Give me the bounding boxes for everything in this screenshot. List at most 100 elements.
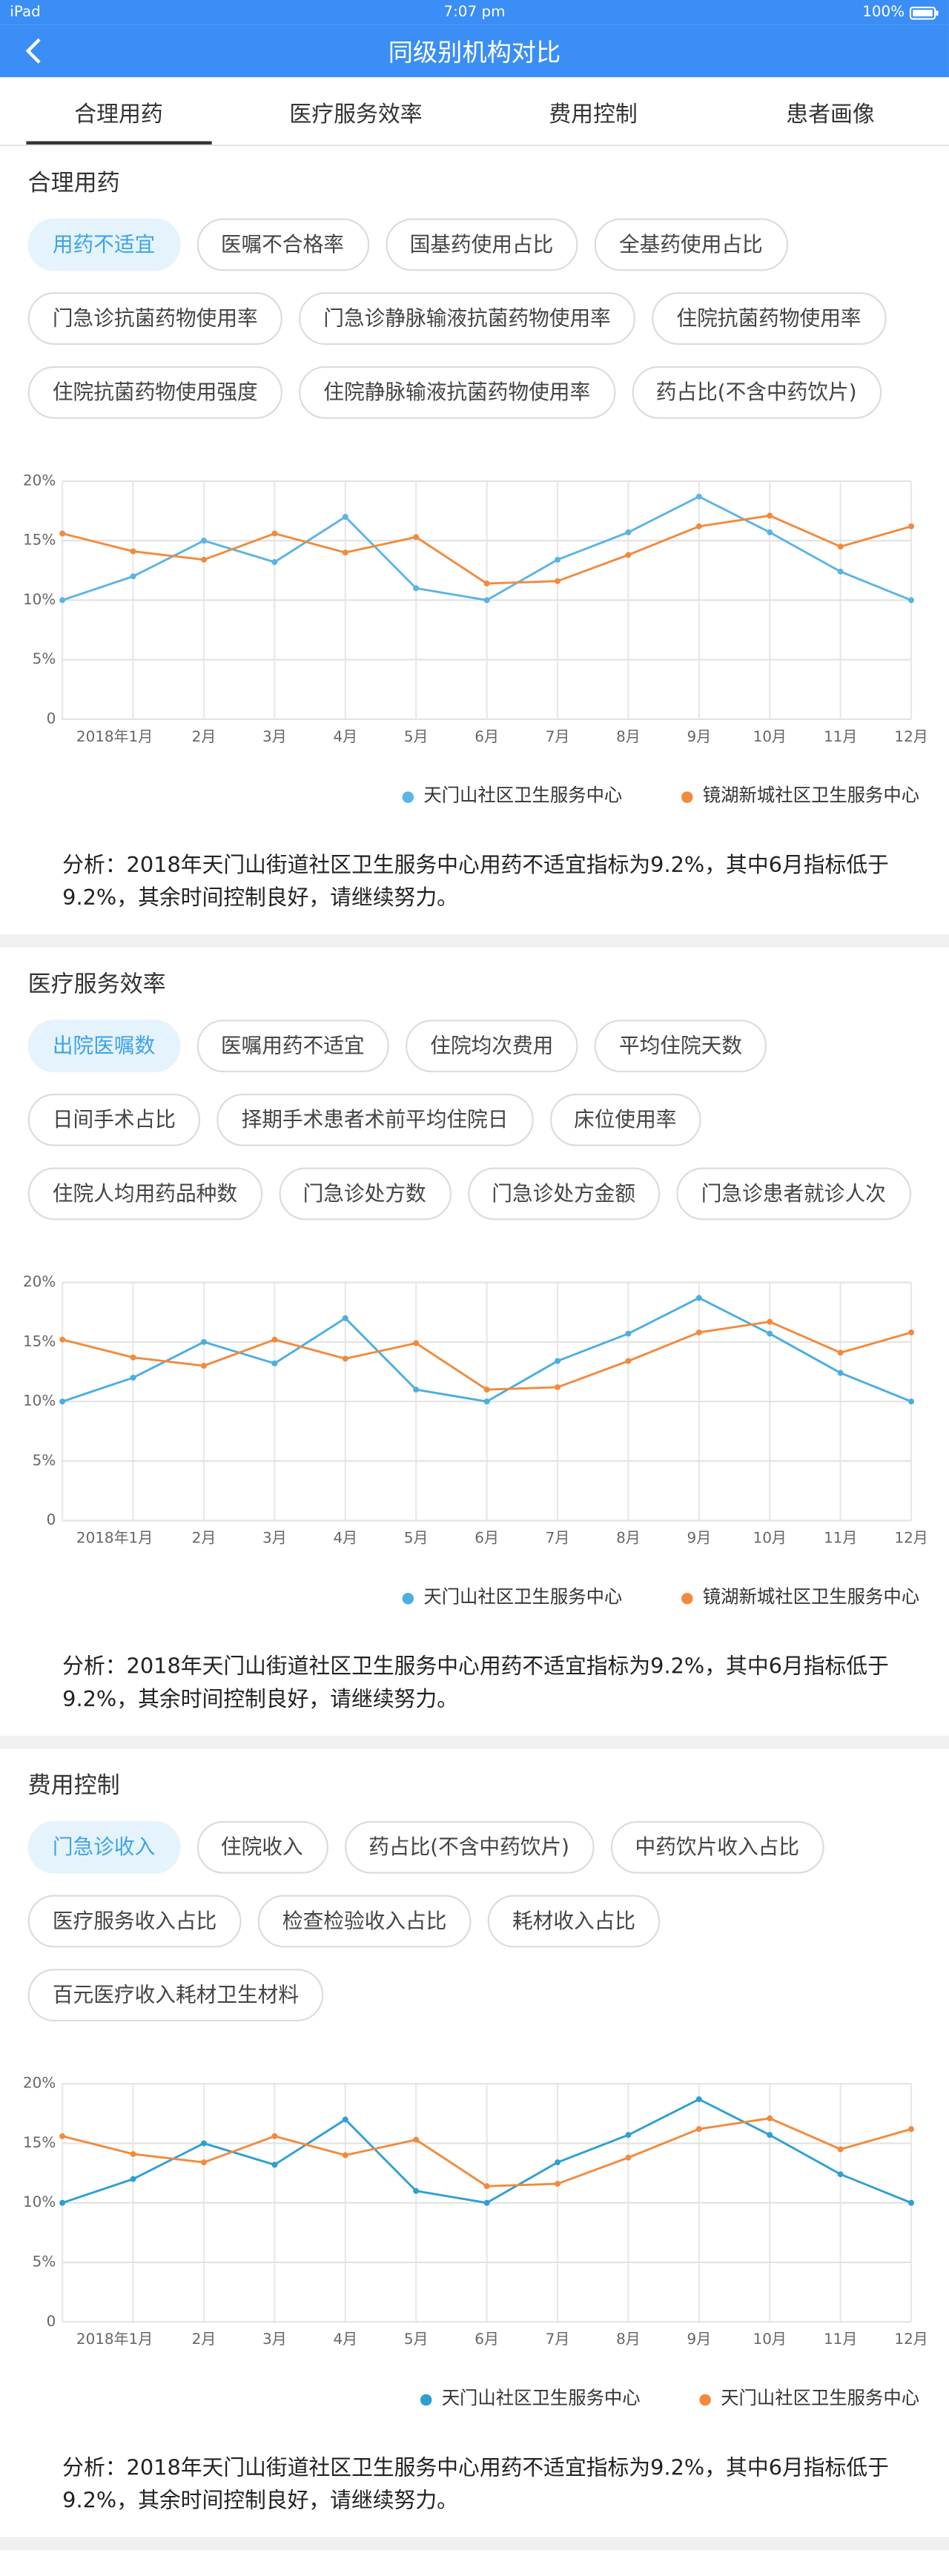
data-point: [837, 1370, 844, 1376]
filter-chip[interactable]: 医疗服务收入占比: [27, 1895, 242, 1948]
filter-chip[interactable]: 住院均次费用: [406, 1020, 578, 1073]
filter-chip[interactable]: 择期手术患者术前平均住院日: [216, 1093, 533, 1146]
line-chart: 0 5% 10% 15% 20% 2018年1月 2月 3月 4月 5月 6月 7月 8月 9月 10月 11…: [23, 1273, 928, 1546]
section: 医疗服务效率出院医嘱数 医嘱用药不适宜 住院均次费用 平均住院天数日间手术占比 择期手术…: [0, 948, 949, 1749]
nav-bar: 同级别机构对比: [0, 24, 949, 78]
filter-chip[interactable]: 百元医疗收入耗材卫生材料: [27, 1969, 324, 2022]
data-point: [342, 1315, 348, 1321]
tab[interactable]: 合理用药: [0, 77, 237, 145]
data-point: [271, 1336, 278, 1343]
data-point: [342, 1355, 348, 1362]
y-tick-label: 20%: [23, 1273, 56, 1290]
filter-chip[interactable]: 全基药使用占比: [594, 218, 787, 271]
filter-chip[interactable]: 药占比(不含中药饮片): [631, 366, 882, 419]
filter-chip[interactable]: 门急诊抗菌药物使用率: [27, 292, 282, 346]
filter-chip[interactable]: 平均住院天数: [594, 1020, 767, 1073]
x-tick-label: 10月: [753, 1529, 787, 1546]
filter-chip[interactable]: 门急诊患者就诊人次: [676, 1167, 911, 1221]
x-tick-label: 9月: [687, 2331, 712, 2348]
x-tick-label: 10月: [753, 2331, 787, 2348]
filter-chip[interactable]: 出院医嘱数: [27, 1020, 180, 1073]
filter-chip[interactable]: 门急诊处方数: [278, 1167, 451, 1221]
analysis-text: 分析：2018年天门山街道社区卫生服务中心用药不适宜指标为9.2%，其中6月指标…: [62, 1655, 889, 1713]
filter-chip[interactable]: 门急诊收入: [27, 1820, 180, 1874]
filter-chip[interactable]: 医嘱不合格率: [196, 218, 369, 271]
data-point: [271, 559, 278, 566]
filter-chip[interactable]: 门急诊处方金额: [467, 1167, 661, 1221]
filter-chip[interactable]: 药占比(不含中药饮片): [344, 1820, 595, 1874]
data-point: [625, 1358, 632, 1364]
legend-label: 天门山社区卫生服务中心: [423, 785, 623, 807]
chip-group: 门急诊收入 住院收入 药占比(不含中药饮片) 中药饮片收入占比医疗服务收入占比 检查检验…: [0, 1820, 949, 2022]
filter-chip[interactable]: 住院静脉输液抗菌药物使用率: [299, 366, 615, 419]
data-point: [342, 2152, 348, 2159]
data-point: [483, 2183, 490, 2190]
data-point: [767, 2115, 773, 2121]
x-tick-label: 3月: [262, 728, 287, 745]
legend-label: 天门山社区卫生服务中心: [423, 1586, 623, 1608]
tab[interactable]: 医疗服务效率: [289, 101, 423, 128]
legend-label: 天门山社区卫生服务中心: [441, 2387, 641, 2409]
filter-chip[interactable]: 耗材收入占比: [487, 1895, 661, 1948]
filter-chip[interactable]: 中药饮片收入占比: [610, 1820, 824, 1874]
data-point: [413, 1387, 420, 1393]
tab[interactable]: 患者画像: [786, 101, 875, 128]
section: 合理用药 用药不适宜 医嘱不合格率 国基药使用占比 全基药使用占比 门急诊抗菌药物使用率门…: [0, 146, 949, 948]
data-point: [413, 585, 420, 592]
legend: 天门山社区卫生服务中心 镜湖新城社区卫生服务中心: [0, 1583, 949, 1609]
filter-chip[interactable]: 国基药使用占比: [385, 218, 578, 271]
y-tick-label: 15%: [23, 532, 56, 549]
filter-chip[interactable]: 医嘱用药不适宜: [196, 1020, 389, 1073]
data-point: [200, 1338, 207, 1345]
nav-title: 同级别机构对比: [388, 36, 561, 67]
filter-chip[interactable]: 住院抗菌药物使用率: [652, 292, 886, 346]
filter-chip[interactable]: 门急诊静脉输液抗菌药物使用率: [299, 292, 636, 346]
filter-chip[interactable]: 住院收入: [196, 1820, 328, 1874]
line-chart: 0 5% 10% 15% 20% 2018年1月 2月 3月 4月 5月 6月 7月 8月 9月 10月 11…: [23, 2075, 928, 2348]
data-point: [483, 1398, 490, 1405]
data-point: [59, 1398, 66, 1405]
legend-swatch: [420, 2393, 432, 2405]
x-tick-label: 8月: [616, 2331, 641, 2348]
section-title: 医疗服务效率: [27, 971, 166, 999]
y-tick-label: 10%: [23, 1393, 56, 1410]
filter-chip[interactable]: 住院抗菌药物使用强度: [27, 366, 282, 419]
legend-swatch: [699, 2393, 711, 2405]
x-tick-label: 5月: [404, 2331, 429, 2348]
analysis-text: 分析：2018年天门山街道社区卫生服务中心用药不适宜指标为9.2%，其中6月指标…: [62, 2456, 889, 2514]
data-point: [59, 1336, 66, 1343]
data-point: [555, 556, 561, 563]
y-tick-label: 10%: [23, 2193, 56, 2210]
filter-chip[interactable]: 用药不适宜: [27, 218, 180, 271]
tab[interactable]: 费用控制: [549, 101, 638, 128]
legend-item: 镜湖新城社区卫生服务中心: [681, 782, 919, 808]
data-point: [413, 534, 420, 541]
x-tick-label: 7月: [546, 1529, 570, 1546]
x-tick-label: 8月: [616, 1529, 641, 1546]
data-point: [200, 556, 207, 563]
data-point: [767, 1330, 773, 1337]
x-tick-label: 6月: [474, 2331, 499, 2348]
data-point: [625, 2154, 632, 2161]
legend: 天门山社区卫生服务中心 镜湖新城社区卫生服务中心: [0, 782, 949, 808]
filter-chip[interactable]: 检查检验收入占比: [257, 1895, 472, 1948]
filter-chip[interactable]: 床位使用率: [549, 1093, 701, 1146]
data-point: [483, 2199, 490, 2206]
data-point: [483, 580, 490, 587]
data-point: [837, 2146, 844, 2153]
analysis-text: 分析：2018年天门山街道社区卫生服务中心用药不适宜指标为9.2%，其中6月指标…: [62, 853, 889, 912]
back-button[interactable]: [23, 38, 46, 64]
status-bar: iPad 7:07 pm 100%: [0, 0, 949, 25]
data-point: [695, 2126, 702, 2133]
data-point: [767, 2132, 773, 2139]
data-point: [625, 1330, 632, 1337]
device-name: iPad: [10, 4, 41, 21]
filter-chip[interactable]: 住院人均用药品种数: [27, 1167, 262, 1221]
x-tick-label: 11月: [824, 1529, 857, 1546]
tab-bar: 合理用药 医疗服务效率 费用控制 患者画像: [0, 77, 949, 147]
data-point: [767, 1318, 773, 1325]
data-point: [271, 2161, 278, 2168]
filter-chip[interactable]: 日间手术占比: [27, 1093, 201, 1146]
legend-item: 天门山社区卫生服务中心: [699, 2384, 919, 2410]
data-point: [837, 2171, 844, 2178]
